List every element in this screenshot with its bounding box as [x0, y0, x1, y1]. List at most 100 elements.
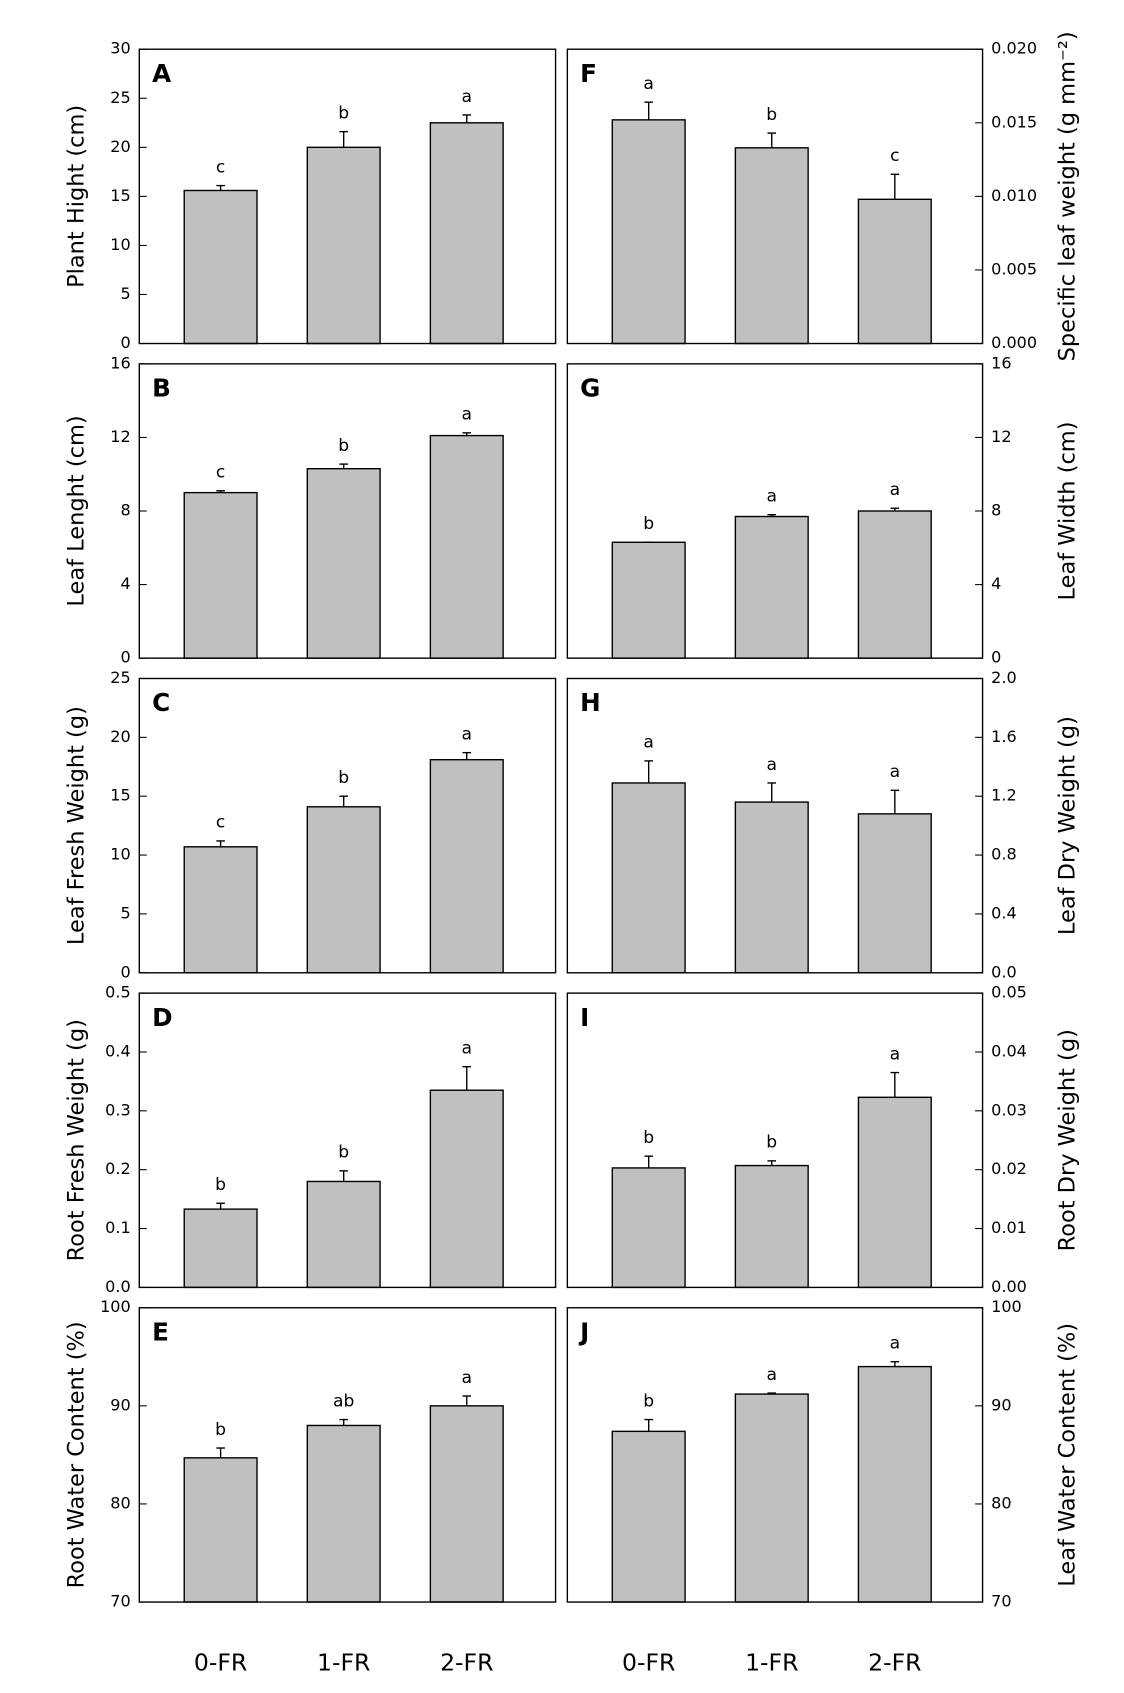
significance-letter: b — [338, 1143, 349, 1163]
significance-letter: a — [462, 1368, 473, 1388]
plot-frame — [566, 363, 984, 659]
y-tick-label: 30 — [110, 39, 130, 58]
y-tick-label: 0.010 — [991, 186, 1037, 205]
y-axis-title: Leaf Lenght (cm) — [64, 415, 90, 606]
y-tick-label: 0.00 — [991, 1277, 1027, 1296]
plot-frame — [138, 992, 557, 1289]
y-tick-label: 90 — [110, 1395, 130, 1414]
y-tick-label: 4 — [121, 574, 131, 593]
y-tick-label: 20 — [110, 727, 130, 746]
significance-letter: b — [766, 105, 777, 125]
y-tick-label: 0.2 — [105, 1159, 131, 1178]
significance-letter: c — [216, 463, 225, 483]
significance-letter: a — [767, 486, 778, 506]
y-tick-label: 0.3 — [105, 1100, 131, 1119]
x-tick-label: 0-FR — [622, 1649, 675, 1677]
y-tick-label: 70 — [991, 1592, 1011, 1611]
significance-letter: a — [767, 1365, 778, 1385]
bar — [429, 759, 504, 974]
panel-label: A — [152, 59, 171, 88]
y-tick-label: 0.1 — [105, 1218, 131, 1237]
significance-letter: a — [890, 480, 901, 500]
significance-letter: b — [215, 1420, 226, 1440]
y-tick-label: 10 — [110, 235, 130, 254]
significance-letter: b — [338, 768, 349, 788]
y-tick-label: 80 — [110, 1493, 130, 1512]
significance-letter: b — [215, 1175, 226, 1195]
bar — [429, 1405, 504, 1603]
significance-letter: a — [462, 87, 473, 107]
y-axis-title: Root Water Content (%) — [64, 1321, 90, 1588]
y-tick-label: 5 — [121, 903, 131, 922]
significance-letter: b — [766, 1133, 777, 1153]
panel-label: D — [152, 1003, 172, 1032]
y-tick-label: 0.005 — [991, 259, 1037, 278]
x-tick-label: 1-FR — [317, 1649, 370, 1677]
bar — [857, 1096, 932, 1289]
y-tick-label: 1.6 — [991, 727, 1017, 746]
x-tick-label: 2-FR — [868, 1649, 921, 1677]
significance-letter: a — [643, 733, 654, 753]
y-tick-label: 16 — [991, 353, 1011, 372]
y-tick-label: 4 — [991, 574, 1001, 593]
y-axis-title: Leaf Water Content (%) — [1055, 1323, 1081, 1587]
bar — [734, 1393, 809, 1603]
y-tick-label: 15 — [110, 186, 130, 205]
bar — [306, 1424, 381, 1603]
y-tick-label: 0.04 — [991, 1041, 1027, 1060]
significance-letter: b — [643, 514, 654, 534]
bar — [857, 510, 932, 659]
bar — [306, 806, 381, 974]
panel-label: G — [580, 374, 600, 403]
significance-letter: a — [462, 1038, 473, 1058]
y-tick-label: 0.4 — [991, 903, 1017, 922]
y-tick-label: 12 — [110, 427, 130, 446]
y-tick-label: 8 — [991, 501, 1001, 520]
significance-letter: b — [338, 103, 349, 123]
x-tick-label: 1-FR — [745, 1649, 798, 1677]
significance-letter: b — [338, 436, 349, 456]
panel-label: F — [580, 59, 597, 88]
plot-frame — [138, 363, 557, 659]
plot-frame — [138, 48, 557, 345]
y-axis-title: Root Dry Weight (g) — [1055, 1029, 1081, 1251]
panel-label: C — [152, 688, 170, 717]
bar — [429, 434, 504, 659]
y-tick-label: 0 — [991, 648, 1001, 667]
bar — [183, 846, 258, 974]
bar — [429, 1089, 504, 1289]
y-tick-label: 0.03 — [991, 1100, 1027, 1119]
y-tick-label: 0.05 — [991, 983, 1027, 1002]
y-tick-label: 0.020 — [991, 39, 1037, 58]
y-tick-label: 90 — [991, 1395, 1011, 1414]
y-tick-label: 12 — [991, 427, 1011, 446]
y-axis-title: Root Fresh Weight (g) — [64, 1019, 90, 1261]
significance-letter: a — [890, 1334, 901, 1354]
y-tick-label: 80 — [991, 1493, 1011, 1512]
bar — [734, 1164, 809, 1289]
bar — [734, 147, 809, 345]
y-axis-title: Leaf Width (cm) — [1055, 422, 1081, 601]
y-tick-label: 25 — [110, 88, 130, 107]
y-tick-label: 16 — [110, 353, 130, 372]
y-tick-label: 1.2 — [991, 786, 1017, 805]
x-tick-label: 2-FR — [440, 1649, 493, 1677]
bar — [611, 541, 686, 659]
y-tick-label: 15 — [110, 786, 130, 805]
panel-label: H — [580, 688, 601, 717]
bar — [857, 813, 932, 974]
y-tick-label: 0.8 — [991, 845, 1017, 864]
y-tick-label: 0.0 — [991, 962, 1017, 981]
y-tick-label: 0 — [121, 333, 131, 352]
significance-letter: c — [890, 146, 899, 166]
y-tick-label: 0.015 — [991, 112, 1037, 131]
bar — [183, 1457, 258, 1603]
significance-letter: c — [216, 813, 225, 833]
significance-letter: a — [890, 1044, 901, 1064]
panel-label: J — [578, 1317, 589, 1346]
y-tick-label: 100 — [100, 1297, 131, 1316]
significance-letter: b — [643, 1128, 654, 1148]
plot-frame — [566, 48, 984, 345]
significance-letter: b — [643, 1391, 654, 1411]
